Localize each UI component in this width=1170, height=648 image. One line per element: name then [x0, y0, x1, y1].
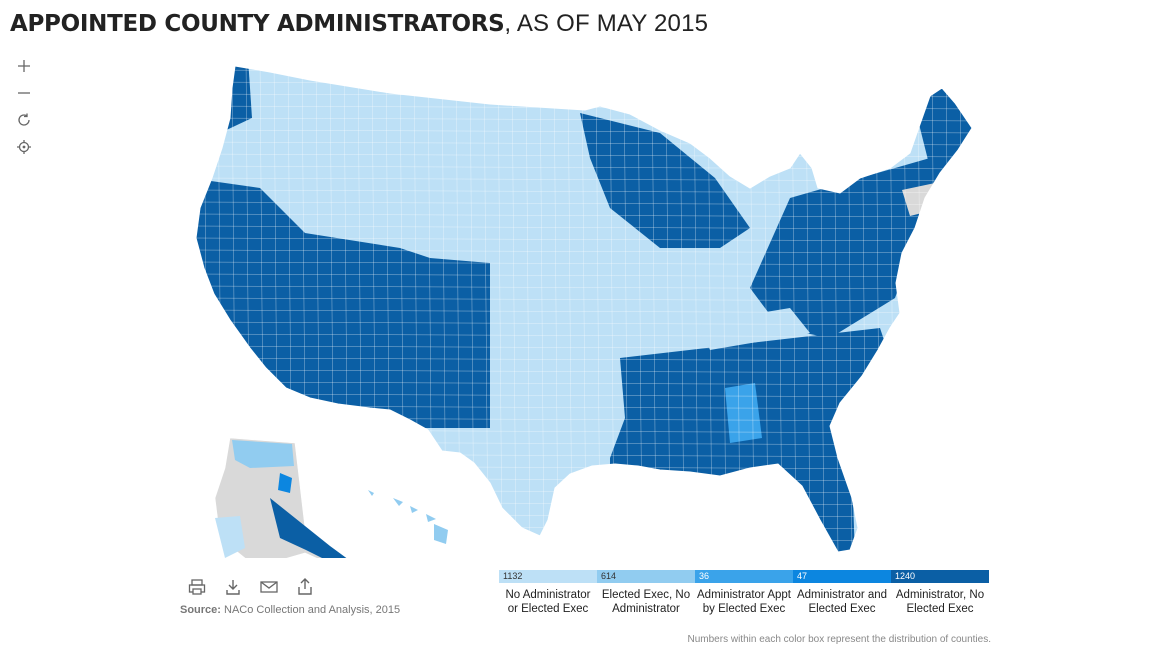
share-button[interactable] [294, 576, 316, 598]
map-controls [12, 54, 36, 162]
legend-swatch: 1240 [891, 570, 989, 583]
reset-button[interactable] [12, 108, 36, 132]
title-rest: , AS OF MAY 2015 [504, 10, 709, 37]
alaska [214, 437, 347, 558]
toolbar [186, 576, 316, 598]
legend-swatch: 1132 [499, 570, 597, 583]
legend-item-admin-no-exec: 1240 Administrator, No Elected Exec [891, 570, 989, 616]
legend-label: Administrator, No Elected Exec [895, 589, 985, 615]
legend-label: Administrator and Elected Exec [796, 589, 888, 615]
zoom-in-button[interactable] [12, 54, 36, 78]
source-text: NACo Collection and Analysis, 2015 [220, 604, 401, 616]
zoom-out-button[interactable] [12, 81, 36, 105]
locate-button[interactable] [12, 135, 36, 159]
legend-swatch: 36 [695, 570, 793, 583]
region-east [750, 158, 950, 338]
legend-swatch: 614 [597, 570, 695, 583]
plus-icon [18, 60, 30, 72]
legend-label: No Administrator or Elected Exec [505, 589, 591, 615]
legend: 1132 No Administrator or Elected Exec 61… [499, 570, 989, 616]
legend-item-no-admin: 1132 No Administrator or Elected Exec [499, 570, 597, 616]
source-note: Source: NACo Collection and Analysis, 20… [180, 604, 400, 616]
crosshair-icon [17, 140, 31, 154]
refresh-icon [18, 113, 30, 126]
region-great-lakes [580, 113, 750, 248]
us-county-map[interactable] [190, 58, 990, 558]
region-kentucky [700, 308, 810, 350]
legend-item-elected-exec: 614 Elected Exec, No Administrator [597, 570, 695, 616]
legend-label: Elected Exec, No Administrator [601, 589, 691, 615]
legend-item-appt-by-exec: 36 Administrator Appt by Elected Exec [695, 570, 793, 616]
legend-label: Administrator Appt by Elected Exec [697, 589, 791, 615]
title-bold: APPOINTED COUNTY ADMINISTRATORS [10, 11, 505, 37]
download-icon [226, 580, 240, 595]
email-button[interactable] [258, 576, 280, 598]
minus-icon [18, 92, 30, 94]
page-title: APPOINTED COUNTY ADMINISTRATORS, AS OF M… [10, 10, 708, 38]
download-button[interactable] [222, 576, 244, 598]
source-label: Source: [180, 604, 221, 616]
hawaii [368, 490, 448, 544]
legend-swatch: 47 [793, 570, 891, 583]
region-south [610, 328, 890, 552]
legend-note: Numbers within each color box represent … [687, 634, 992, 645]
legend-item-admin-and-exec: 47 Administrator and Elected Exec [793, 570, 891, 616]
print-icon [188, 579, 206, 595]
share-icon [298, 578, 312, 595]
email-icon [260, 581, 278, 593]
map-regions [196, 66, 972, 552]
region-west [196, 178, 490, 428]
print-button[interactable] [186, 576, 208, 598]
